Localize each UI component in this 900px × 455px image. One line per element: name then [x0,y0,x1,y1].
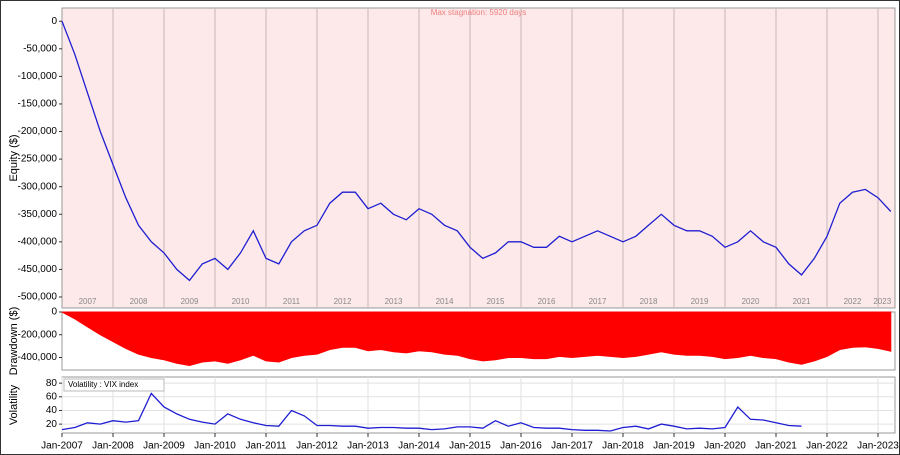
x-tick-label: Jan-2009 [143,441,185,452]
y-tick-label: -300,000 [18,181,58,192]
y-tick-label: -150,000 [18,99,58,110]
year-label: 2014 [436,297,454,306]
x-tick-label: Jan-2019 [653,441,695,452]
x-tick-label: Jan-2023 [857,441,899,452]
y-tick-label: 0 [51,16,57,27]
y-tick-label: -400,000 [18,352,58,363]
y-tick-label: 80 [46,378,58,389]
y-tick-label: -400,000 [18,236,58,247]
annotation: Max stagnation: 5920 days [431,8,527,17]
y-tick-label: -500,000 [18,292,58,303]
y-tick-label: -450,000 [18,264,58,275]
x-tick-label: Jan-2010 [194,441,236,452]
year-label: 2013 [385,297,403,306]
year-label: 2010 [232,297,250,306]
y-tick-label: -200,000 [18,126,58,137]
y-axis-title: Drawdown ($) [8,307,20,375]
year-label: 2019 [691,297,709,306]
y-tick-label: -100,000 [18,71,58,82]
year-label: 2016 [538,297,556,306]
x-tick-label: Jan-2017 [551,441,593,452]
x-tick-label: Jan-2016 [500,441,542,452]
annotation-box [63,378,165,392]
y-tick-label: 0 [51,307,57,318]
x-tick-label: Jan-2012 [296,441,338,452]
year-label: 2020 [742,297,760,306]
y-tick-label: -50,000 [23,43,57,54]
year-label: 2017 [589,297,607,306]
annotation: Volatility : VIX index [68,380,138,389]
year-label: 2007 [79,297,97,306]
year-label: 2022 [844,297,862,306]
y-tick-label: 60 [46,391,58,402]
x-tick-label: Jan-2015 [449,441,491,452]
y-axis-title: Volatility [8,384,20,425]
year-label: 2021 [793,297,811,306]
y-tick-label: 40 [46,405,58,416]
y-axis-title: Equity ($) [8,134,20,181]
series-line [61,20,892,282]
x-tick-label: Jan-2007 [41,441,83,452]
y-tick-label: 20 [46,419,58,430]
x-tick-label: Jan-2011 [246,441,287,452]
year-label: 2011 [283,297,301,306]
year-label: 2012 [334,297,352,306]
drawdown-area [61,311,892,367]
year-label: 2009 [181,297,199,306]
y-tick-label: -350,000 [18,209,58,220]
x-tick-label: Jan-2013 [347,441,389,452]
x-tick-label: Jan-2014 [398,441,440,452]
y-tick-label: -250,000 [18,154,58,165]
year-label: 2018 [640,297,658,306]
y-tick-label: -200,000 [18,329,58,340]
x-tick-label: Jan-2018 [602,441,644,452]
year-label: 2023 [873,297,891,306]
series-line [61,392,802,432]
x-tick-label: Jan-2022 [806,441,848,452]
x-tick-label: Jan-2020 [704,441,746,452]
x-tick-label: Jan-2021 [755,441,797,452]
year-label: 2015 [487,297,505,306]
year-label: 2008 [130,297,148,306]
plot-area [61,7,896,309]
x-tick-label: Jan-2008 [92,441,134,452]
